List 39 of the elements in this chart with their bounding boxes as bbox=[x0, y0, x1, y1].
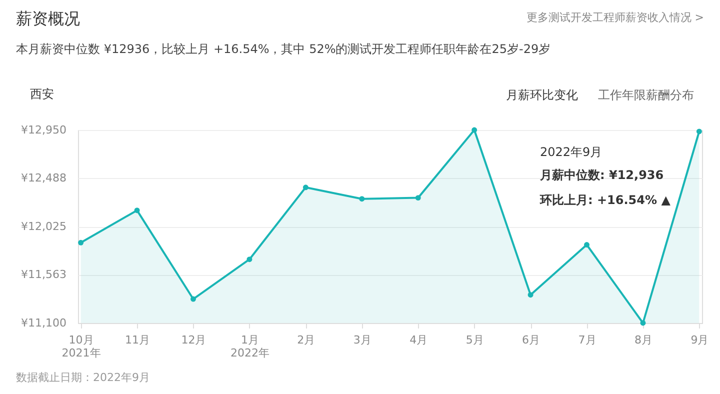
text: 数据截止日期：2022年9月 bbox=[16, 371, 150, 384]
point bbox=[246, 256, 252, 262]
annotation: 2022年9月 bbox=[540, 145, 602, 159]
point bbox=[302, 184, 308, 190]
x-tick-label: 1月 2022年 bbox=[230, 334, 270, 360]
point bbox=[415, 195, 421, 201]
chart-subtitle: 本月薪资中位数 ¥12936，比较上月 +16.54%，其中 52%的测试开发工程师任职年龄在25岁-29岁 bbox=[16, 42, 551, 56]
x-tick-label: 7月 bbox=[578, 334, 596, 346]
point bbox=[134, 208, 140, 214]
y-tick-label: ¥12,488 bbox=[21, 172, 66, 185]
point bbox=[584, 242, 590, 248]
x-tick-label: 4月 bbox=[410, 334, 428, 346]
annotation: 月薪中位数: ¥12,936 bbox=[539, 168, 664, 182]
x-tick-label: 11月 bbox=[125, 334, 150, 346]
text: 月薪环比变化 bbox=[506, 88, 578, 102]
y-tick-label: ¥11,100 bbox=[21, 316, 66, 330]
x-tick-label: 6月 bbox=[522, 334, 540, 346]
x-tick-label: 9月 bbox=[690, 334, 709, 346]
x-tick-label: 8月 bbox=[634, 334, 652, 346]
y-tick-label: ¥11,563 bbox=[21, 268, 66, 282]
annotation: 环比上月: +16.54% ▲ bbox=[539, 193, 672, 207]
chart-title: 薪资概况 bbox=[16, 9, 80, 28]
y-tick-label: ¥12,025 bbox=[21, 220, 66, 233]
x-tick-label: 12月 bbox=[181, 334, 206, 346]
x-tick-label: 2月 bbox=[297, 334, 316, 346]
point bbox=[190, 296, 196, 302]
point bbox=[528, 292, 534, 298]
x-tick-label: 10月 2021年 bbox=[62, 334, 101, 360]
x-tick-label: 3月 bbox=[353, 334, 372, 346]
text: 更多测试开发工程师薪资收入情况 > bbox=[526, 11, 704, 24]
x-tick-label: 5月 bbox=[466, 334, 484, 346]
text: 工作年限薪酬分布 bbox=[598, 88, 694, 102]
y-tick-label: ¥12,950 bbox=[21, 124, 66, 136]
point bbox=[640, 320, 646, 326]
point bbox=[472, 127, 478, 133]
point bbox=[359, 196, 365, 202]
text: 西安 bbox=[30, 87, 54, 101]
point bbox=[696, 128, 702, 134]
point bbox=[78, 240, 84, 246]
